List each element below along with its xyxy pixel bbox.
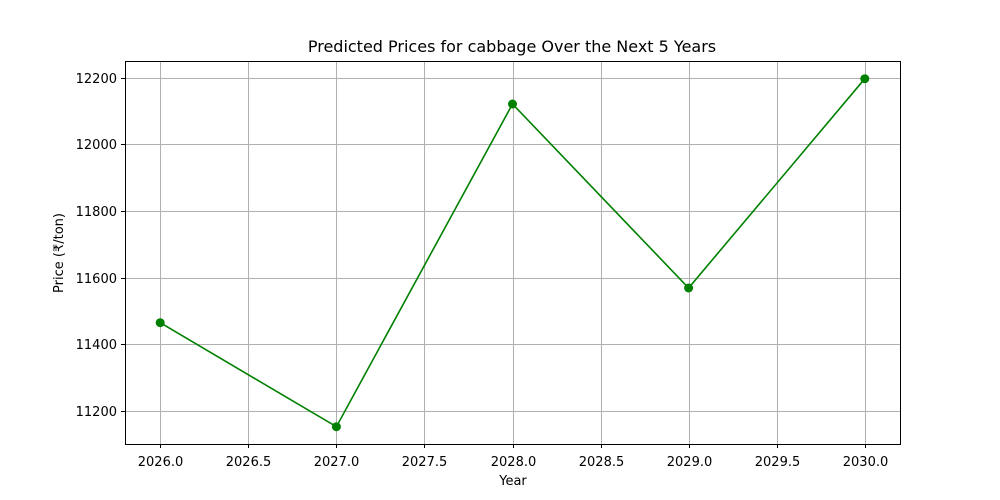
x-tick-label: 2028.5 bbox=[579, 455, 625, 470]
data-point bbox=[331, 422, 341, 432]
data-point bbox=[684, 283, 694, 293]
data-point bbox=[860, 74, 870, 84]
x-tick-label: 2026.5 bbox=[226, 455, 272, 470]
tick-layer: 2026.0 2026.5 2027.0 2027.5 2028.0 2028.5 2029… bbox=[76, 72, 889, 470]
chart-title: Predicted Prices for cabbage Over the Ne… bbox=[308, 37, 716, 56]
y-tick-label: 12200 bbox=[76, 72, 117, 87]
y-axis-label: Price (₹/ton) bbox=[52, 213, 67, 293]
x-tick-label: 2030.0 bbox=[843, 455, 889, 470]
grid-layer bbox=[125, 61, 900, 444]
x-tick-label: 2029.0 bbox=[667, 455, 713, 470]
x-axis-label: Year bbox=[498, 474, 527, 489]
y-tick-label: 11200 bbox=[76, 405, 117, 420]
plot-frame bbox=[125, 61, 901, 445]
data-point bbox=[508, 99, 517, 109]
y-tick-label: 11400 bbox=[76, 338, 117, 353]
x-tick-label: 2029.5 bbox=[755, 455, 801, 470]
x-tick-label: 2028.0 bbox=[491, 455, 537, 470]
y-tick-label: 11800 bbox=[76, 205, 117, 220]
data-point bbox=[155, 318, 165, 328]
x-tick-label: 2026.0 bbox=[138, 455, 184, 470]
series-line bbox=[159, 78, 866, 428]
y-tick-label: 11600 bbox=[76, 272, 117, 287]
y-tick-label: 12000 bbox=[76, 138, 117, 153]
x-tick-label: 2027.0 bbox=[314, 455, 360, 470]
series-layer bbox=[155, 74, 870, 432]
x-tick-label: 2027.5 bbox=[402, 455, 448, 470]
